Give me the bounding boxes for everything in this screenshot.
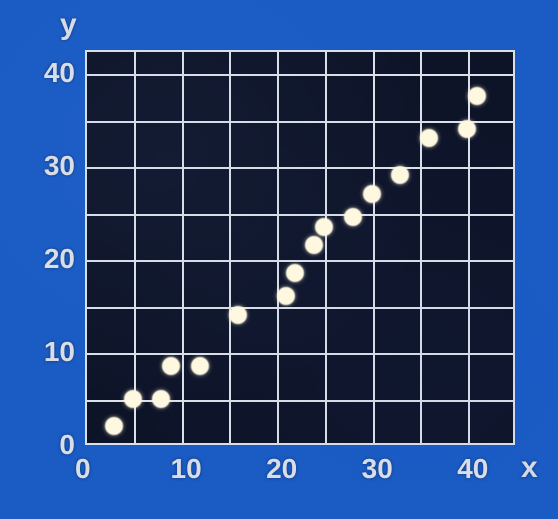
y-tick-label: 10 — [44, 336, 75, 368]
y-tick-label: 40 — [44, 57, 75, 89]
gridline-horizontal — [87, 214, 513, 216]
scatter-point — [105, 417, 123, 435]
gridline-vertical — [229, 52, 231, 443]
scatter-point — [305, 236, 323, 254]
gridline-horizontal — [87, 353, 513, 355]
scatter-point — [468, 87, 486, 105]
gridline-vertical — [420, 52, 422, 443]
y-tick-label: 20 — [44, 243, 75, 275]
scatter-point — [191, 357, 209, 375]
y-axis-label: y — [60, 8, 77, 42]
x-axis-label: x — [521, 451, 538, 485]
gridline-horizontal — [87, 307, 513, 309]
scatter-point — [229, 306, 247, 324]
gridline-horizontal — [87, 74, 513, 76]
scatter-point — [363, 185, 381, 203]
gridline-vertical — [182, 52, 184, 443]
scatter-chart: y x 0 10 20 30 40 0 10 20 30 40 — [0, 0, 558, 519]
x-tick-label: 10 — [171, 453, 202, 485]
scatter-point — [152, 390, 170, 408]
plot-area — [85, 50, 515, 445]
gridline-vertical — [373, 52, 375, 443]
scatter-point — [124, 390, 142, 408]
scatter-point — [162, 357, 180, 375]
gridline-horizontal — [87, 167, 513, 169]
scatter-point — [391, 166, 409, 184]
gridline-vertical — [468, 52, 470, 443]
x-tick-label: 30 — [362, 453, 393, 485]
scatter-point — [286, 264, 304, 282]
scatter-point — [344, 208, 362, 226]
gridline-vertical — [134, 52, 136, 443]
gridline-horizontal — [87, 121, 513, 123]
scatter-point — [420, 129, 438, 147]
x-tick-label: 40 — [457, 453, 488, 485]
x-tick-label: 0 — [75, 453, 91, 485]
scatter-point — [315, 218, 333, 236]
gridline-vertical — [277, 52, 279, 443]
y-tick-label: 30 — [44, 150, 75, 182]
y-tick-label: 0 — [59, 429, 75, 461]
gridline-horizontal — [87, 260, 513, 262]
x-tick-label: 20 — [266, 453, 297, 485]
scatter-point — [458, 120, 476, 138]
gridline-vertical — [325, 52, 327, 443]
gridline-horizontal — [87, 400, 513, 402]
scatter-point — [277, 287, 295, 305]
